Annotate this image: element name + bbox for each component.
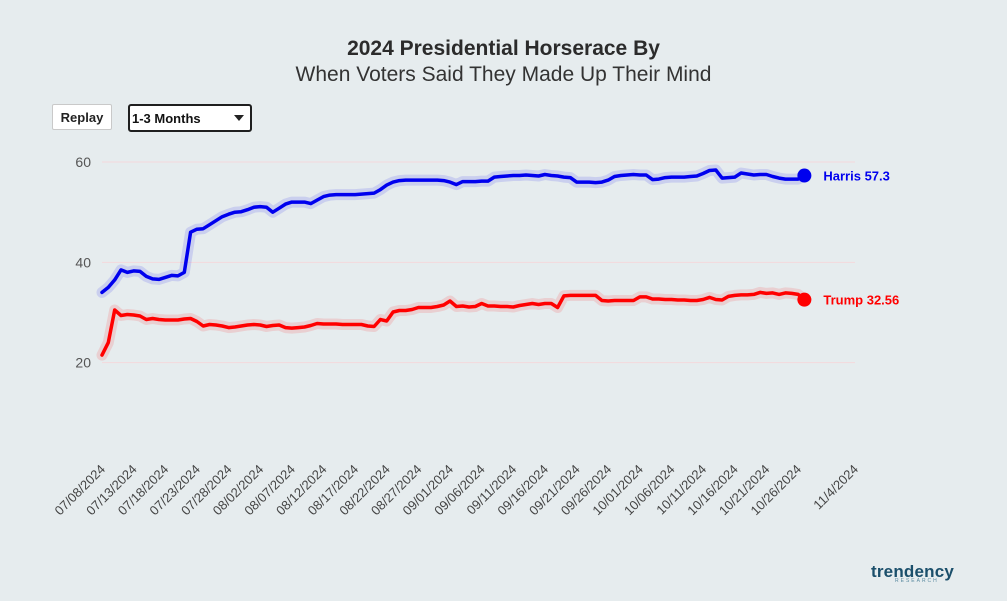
series-end-marker-harris (797, 168, 812, 183)
series-end-label-harris: Harris 57.3 (823, 169, 890, 184)
replay-button[interactable]: Replay (52, 104, 112, 130)
series-halo-harris (96, 164, 810, 298)
y-tick-label: 20 (75, 355, 91, 371)
brand-logo-subtext: RESEARCH (895, 578, 939, 584)
series-line-harris (100, 168, 807, 295)
series-line-trump (100, 290, 807, 357)
y-tick-label: 40 (75, 254, 91, 270)
brand-logo: trendency (871, 562, 955, 581)
y-tick-label: 60 (75, 154, 91, 170)
chart-title: 2024 Presidential Horserace By (347, 37, 660, 60)
series-end-marker-trump (797, 292, 812, 307)
timeframe-select[interactable]: 1-3 Months (128, 104, 252, 132)
x-tick-label: 11/4/2024 (810, 462, 861, 513)
timeframe-select-value: 1-3 Months (132, 110, 201, 126)
series-end-label-trump: Trump 32.56 (823, 293, 899, 308)
chevron-down-icon (234, 115, 244, 121)
chart-subtitle: When Voters Said They Made Up Their Mind (295, 63, 712, 86)
